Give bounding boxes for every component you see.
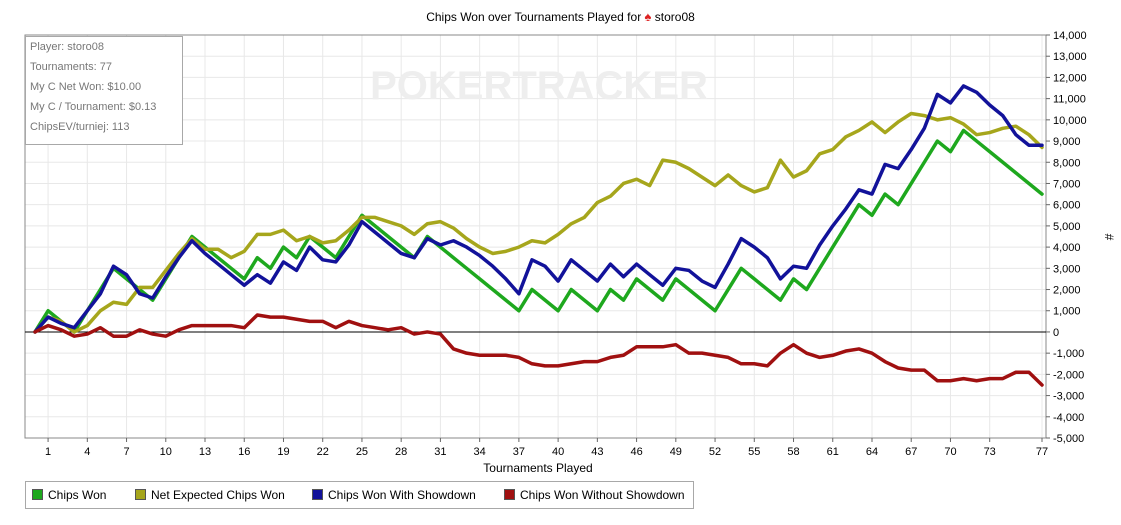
player-info-box: Player: storo08 Tournaments: 77 My C Net… [25,36,183,145]
y-tick-label: 7,000 [1053,178,1081,190]
legend-swatch [504,489,515,500]
info-net-won: My C Net Won: $10.00 [30,81,142,93]
legend-swatch [135,489,146,500]
legend-item-without-showdown[interactable]: Chips Won Without Showdown [504,482,685,508]
x-tick-label: 67 [905,446,917,458]
x-tick-label: 43 [591,446,603,458]
x-tick-label: 73 [984,446,996,458]
y-tick-label: -1,000 [1053,348,1084,360]
series-without-showdown [33,313,1044,387]
legend-label: Chips Won [48,488,107,502]
y-tick-label: -3,000 [1053,391,1084,403]
x-tick-label: 37 [513,446,525,458]
legend-item-chips-won[interactable]: Chips Won [32,482,106,508]
y-tick-label: -2,000 [1053,369,1084,381]
y-tick-label: 2,000 [1053,285,1081,297]
x-tick-label: 19 [277,446,289,458]
y-tick-label: 10,000 [1053,115,1087,127]
plot-area-border [24,34,1047,439]
x-axis-ticks: 1 4 7 10 13 16 19 22 25 28 31 34 37 40 43 46 49 52 55 58 61 6… [45,438,1048,458]
x-tick-label: 70 [944,446,956,458]
chart-legend: Chips Won Net Expected Chips Won Chips W… [25,481,694,509]
x-tick-label: 49 [670,446,682,458]
y-tick-label: 4,000 [1053,242,1081,254]
y-tick-label: 3,000 [1053,263,1081,275]
y-tick-label: -5,000 [1053,433,1084,445]
info-tournaments: Tournaments: 77 [30,61,112,73]
x-tick-label: 40 [552,446,564,458]
player-name: storo08 [654,10,695,24]
x-tick-label: 31 [434,446,446,458]
x-tick-label: 22 [317,446,329,458]
y-axis-label: # [1102,234,1116,241]
legend-item-with-showdown[interactable]: Chips Won With Showdown [312,482,476,508]
legend-swatch [32,489,43,500]
series-with-showdown [33,84,1044,334]
legend-label: Net Expected Chips Won [151,488,285,502]
y-tick-label: 8,000 [1053,157,1081,169]
series-net-expected [33,111,1044,334]
x-tick-label: 55 [748,446,760,458]
info-chips-ev: ChipsEV/turniej: 113 [30,121,130,133]
x-tick-label: 25 [356,446,368,458]
x-tick-label: 1 [45,446,51,458]
x-tick-label: 77 [1036,446,1048,458]
pokertracker-watermark: POKERTRACKER [370,64,708,108]
x-tick-label: 46 [630,446,642,458]
x-tick-label: 28 [395,446,407,458]
x-tick-label: 64 [866,446,878,458]
legend-swatch [312,489,323,500]
y-tick-label: -4,000 [1053,412,1084,424]
x-tick-label: 52 [709,446,721,458]
info-player: Player: storo08 [30,41,104,53]
y-tick-label: 1,000 [1053,306,1081,318]
x-tick-label: 7 [123,446,129,458]
x-tick-label: 58 [787,446,799,458]
title-text: Chips Won over Tournaments Played for [426,10,642,24]
info-per-tournament: My C / Tournament: $0.13 [30,101,157,113]
y-axis-ticks: -5,000 -4,000 -3,000 -2,000 -1,000 0 1,000 2,00… [1046,30,1087,445]
y-tick-label: 6,000 [1053,200,1081,212]
series-chips-won [33,128,1044,334]
y-tick-label: 14,000 [1053,30,1087,42]
legend-label: Chips Won With Showdown [328,488,476,502]
legend-label: Chips Won Without Showdown [520,488,685,502]
x-tick-label: 61 [827,446,839,458]
y-tick-label: 11,000 [1053,94,1086,106]
legend-item-net-expected[interactable]: Net Expected Chips Won [135,482,285,508]
y-tick-label: 5,000 [1053,221,1081,233]
x-tick-label: 10 [160,446,172,458]
chart-title: Chips Won over Tournaments Played for ♠ … [0,9,1121,24]
y-tick-label: 0 [1053,327,1059,339]
y-tick-label: 13,000 [1053,51,1087,63]
x-tick-label: 4 [84,446,90,458]
y-tick-label: 12,000 [1053,72,1087,84]
x-tick-label: 34 [474,446,486,458]
x-tick-label: 13 [199,446,211,458]
series-lines [33,84,1044,387]
y-tick-label: 9,000 [1053,136,1081,148]
spade-icon: ♠ [644,9,652,24]
x-axis-label: Tournaments Played [483,461,592,475]
x-tick-label: 16 [238,446,250,458]
